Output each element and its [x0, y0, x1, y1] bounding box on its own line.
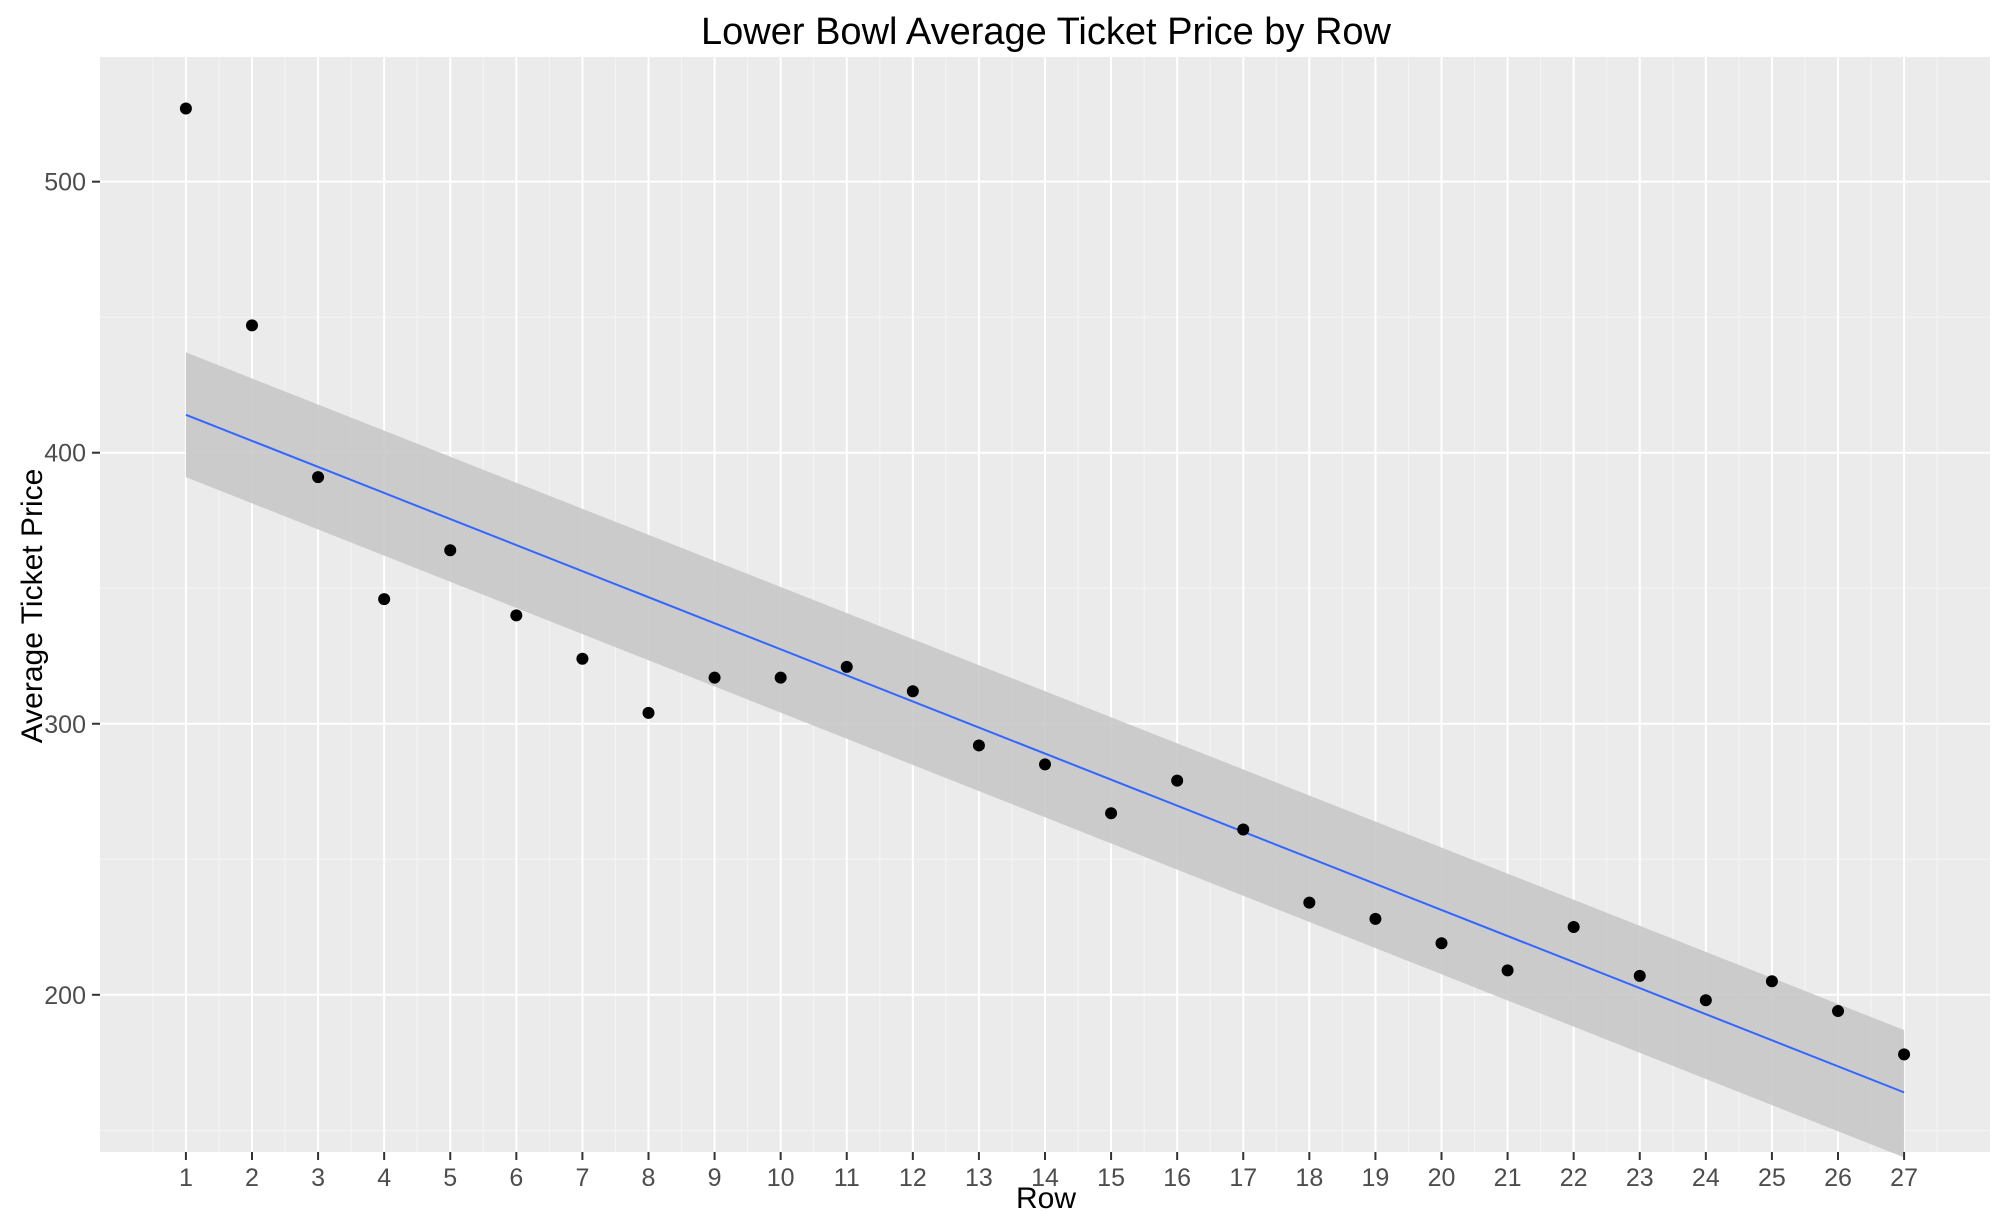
x-tick-label: 15 — [1097, 1164, 1125, 1192]
y-axis-ticks: 200 300 400 500 — [44, 169, 100, 1010]
data-point — [840, 660, 853, 673]
data-point — [1171, 774, 1184, 787]
data-point — [1369, 912, 1382, 925]
data-point — [510, 609, 523, 622]
data-point — [444, 544, 457, 557]
confidence-band — [185, 352, 1905, 1158]
data-point — [312, 471, 325, 484]
data-point — [774, 671, 787, 684]
x-tick-label: 26 — [1824, 1164, 1852, 1192]
data-points — [179, 102, 1911, 1061]
data-point — [1039, 758, 1051, 771]
x-tick-label: 3 — [311, 1164, 325, 1192]
data-point — [1237, 823, 1250, 836]
y-axis-title: Average Ticket Price — [16, 469, 49, 744]
y-tick-label: 200 — [44, 982, 86, 1010]
x-axis-ticks: 1 2 3 4 5 6 7 8 9 10 11 12 13 14 15 16 17 18 19 20 21 22 23 24 2… — [179, 1152, 1918, 1192]
x-tick-label: 17 — [1229, 1164, 1257, 1192]
x-tick-label: 27 — [1890, 1164, 1918, 1192]
x-tick-label: 18 — [1295, 1164, 1323, 1192]
chart-title: Lower Bowl Average Ticket Price by Row — [701, 11, 1391, 53]
data-point — [1699, 994, 1712, 1007]
x-tick-label: 16 — [1163, 1164, 1191, 1192]
x-tick-label: 2 — [245, 1164, 259, 1192]
x-tick-label: 24 — [1692, 1164, 1720, 1192]
data-point — [1633, 969, 1646, 982]
data-point — [576, 652, 589, 665]
x-tick-label: 21 — [1494, 1164, 1522, 1192]
x-tick-label: 10 — [767, 1164, 795, 1192]
x-tick-label: 12 — [899, 1164, 927, 1192]
data-point — [378, 593, 391, 606]
x-tick-label: 11 — [834, 1164, 860, 1192]
x-tick-label: 23 — [1626, 1164, 1654, 1192]
data-point — [1303, 896, 1316, 909]
x-tick-label: 7 — [575, 1164, 589, 1192]
data-point — [179, 102, 192, 115]
x-tick-label: 22 — [1560, 1164, 1588, 1192]
x-tick-label: 9 — [708, 1164, 722, 1192]
data-point — [1105, 807, 1118, 820]
data-point — [1435, 937, 1448, 950]
x-tick-label: 25 — [1758, 1164, 1786, 1192]
x-tick-label: 4 — [377, 1164, 391, 1192]
x-tick-label: 6 — [509, 1164, 523, 1192]
data-point — [972, 739, 985, 752]
data-point — [1765, 975, 1778, 988]
x-tick-label: 20 — [1428, 1164, 1456, 1192]
x-tick-label: 5 — [443, 1164, 457, 1192]
trend-line — [185, 413, 1905, 1094]
x-tick-label: 19 — [1362, 1164, 1390, 1192]
data-point — [642, 706, 655, 719]
data-point — [1567, 921, 1580, 934]
y-tick-label: 400 — [44, 440, 86, 468]
x-tick-label: 8 — [642, 1164, 656, 1192]
x-tick-label: 13 — [965, 1164, 993, 1192]
data-point — [1898, 1048, 1911, 1061]
data-point — [1501, 964, 1514, 977]
x-axis-title: Row — [1016, 1182, 1076, 1215]
data-point — [906, 685, 919, 698]
data-point — [1832, 1005, 1845, 1018]
data-point — [708, 671, 721, 684]
y-tick-label: 300 — [44, 711, 86, 739]
data-point — [245, 319, 258, 332]
y-tick-label: 500 — [44, 169, 86, 197]
x-tick-label: 14 — [1031, 1164, 1059, 1192]
x-tick-label: 1 — [179, 1164, 193, 1192]
